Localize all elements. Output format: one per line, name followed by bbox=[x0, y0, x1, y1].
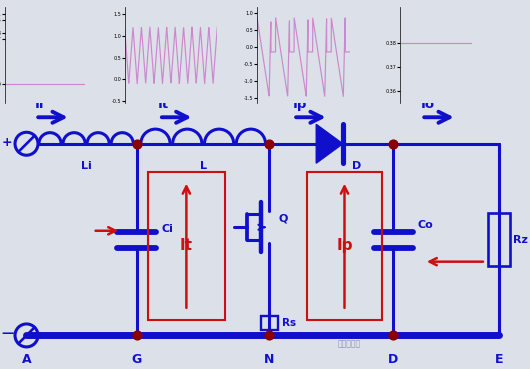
Text: It: It bbox=[180, 238, 193, 253]
Text: L: L bbox=[200, 161, 207, 172]
Bar bbox=[306, 172, 383, 320]
Point bbox=[389, 141, 398, 147]
Text: —: — bbox=[1, 327, 13, 340]
Text: Ip: Ip bbox=[293, 98, 307, 111]
Bar bbox=[261, 317, 278, 330]
Point bbox=[265, 141, 273, 147]
Text: Li: Li bbox=[81, 161, 92, 172]
Text: N: N bbox=[264, 353, 275, 366]
Text: D: D bbox=[352, 161, 361, 172]
Point bbox=[389, 332, 398, 338]
Text: It: It bbox=[158, 98, 169, 111]
Text: Io: Io bbox=[420, 98, 435, 111]
Text: G: G bbox=[132, 353, 142, 366]
Text: A: A bbox=[22, 353, 31, 366]
Text: Ip: Ip bbox=[336, 238, 353, 253]
Point bbox=[265, 332, 273, 338]
Bar bbox=[489, 213, 510, 266]
Text: E: E bbox=[495, 353, 504, 366]
Text: Co: Co bbox=[418, 220, 434, 231]
Point bbox=[132, 332, 141, 338]
Text: Ii: Ii bbox=[34, 98, 44, 111]
Text: 功率电子网: 功率电子网 bbox=[338, 340, 360, 349]
Text: +: + bbox=[2, 137, 12, 149]
Point bbox=[132, 141, 141, 147]
Text: Q: Q bbox=[278, 213, 288, 223]
Text: D: D bbox=[388, 353, 398, 366]
Polygon shape bbox=[316, 124, 343, 163]
Bar bbox=[147, 172, 225, 320]
Text: Rs: Rs bbox=[282, 318, 296, 328]
Text: Rz: Rz bbox=[513, 235, 528, 245]
Text: Ci: Ci bbox=[162, 224, 173, 234]
